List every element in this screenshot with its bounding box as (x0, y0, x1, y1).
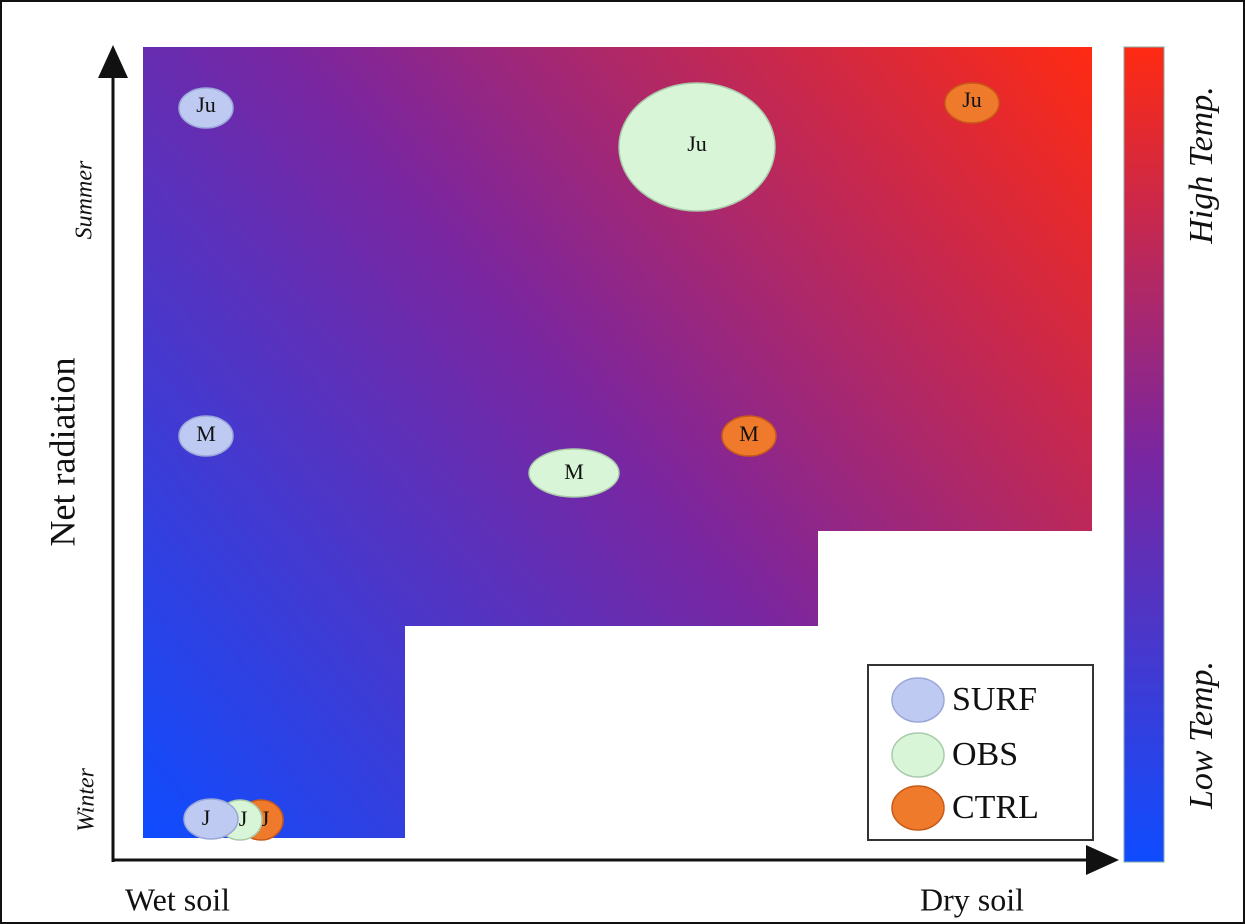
legend-swatch (891, 677, 945, 723)
marker-label: J (261, 806, 270, 831)
marker (618, 82, 776, 212)
legend-swatch (891, 732, 945, 778)
marker-label: M (564, 459, 584, 484)
marker-label: J (202, 805, 211, 830)
marker-label: J (239, 806, 248, 831)
marker (944, 82, 1000, 124)
colorbar-low: Low Temp. (1183, 661, 1220, 810)
marker-label: M (196, 421, 216, 446)
marker-label: Ju (196, 92, 216, 117)
colorbar (1123, 46, 1165, 863)
marker (178, 415, 234, 457)
x-left-label: Wet soil (125, 881, 230, 917)
regime-area (143, 47, 1092, 838)
y-top-label: Summer (72, 160, 98, 239)
legend-label: OBS (952, 736, 1018, 773)
marker-label: Ju (687, 131, 707, 156)
x-right-label: Dry soil (920, 881, 1024, 917)
marker-label: Ju (962, 87, 982, 112)
y-bottom-label: Winter (74, 767, 100, 832)
y-label: Net radiation (42, 358, 82, 547)
marker (721, 415, 777, 457)
marker (528, 448, 620, 498)
legend: SURF OBS CTRL (867, 664, 1094, 841)
legend-label: CTRL (952, 789, 1039, 826)
marker (183, 798, 239, 840)
marker (178, 87, 234, 129)
marker-label: M (739, 421, 759, 446)
colorbar-high: High Temp. (1183, 86, 1220, 244)
legend-label: SURF (952, 681, 1037, 718)
legend-swatch (891, 785, 945, 831)
